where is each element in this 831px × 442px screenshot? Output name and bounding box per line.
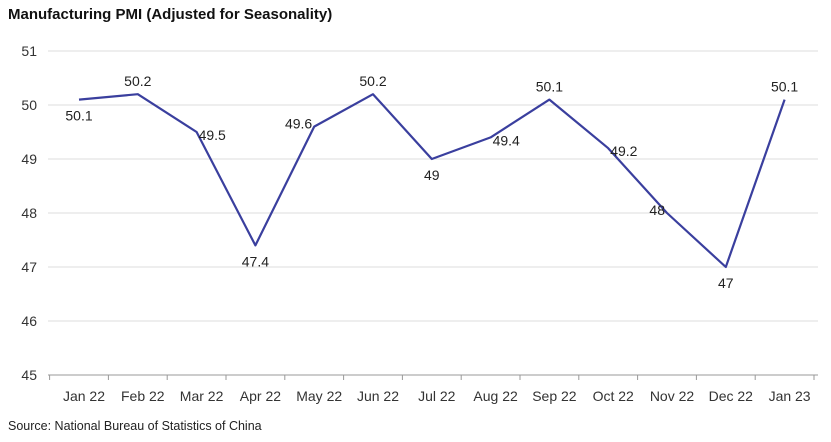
chart-title: Manufacturing PMI (Adjusted for Seasonal… [8,6,333,23]
x-tick-label: Jan 22 [63,388,105,404]
data-labels: 50.1 50.2 49.5 47.4 49.6 50.2 49 49.4 50.1 49.2 48… [65,73,798,291]
x-axis-ticks: Jan 22 Feb 22 Mar 22 Apr 22 May 22 Jun 22 Jul … [49,375,815,404]
series-line-group [78,93,786,269]
x-tick-label: Jun 22 [357,388,399,404]
x-tick-label: Dec 22 [709,388,754,404]
y-tick-label: 48 [21,205,37,221]
data-label: 47.4 [242,253,269,269]
y-axis-ticks: 45 46 47 48 49 50 51 [21,43,37,383]
y-tick-label: 50 [21,97,37,113]
data-label: 48 [649,202,665,218]
x-tick-label: Oct 22 [593,388,634,404]
data-label: 49.6 [285,116,312,132]
source-note: Source: National Bureau of Statistics of… [8,419,262,433]
data-label: 50.1 [65,108,92,124]
y-tick-label: 51 [21,43,37,59]
data-label: 49 [424,167,440,183]
data-label: 50.2 [124,73,151,89]
x-tick-label: Jul 22 [418,388,456,404]
y-tick-label: 45 [21,367,37,383]
x-tick-label: Aug 22 [473,388,518,404]
y-tick-label: 47 [21,259,37,275]
data-label: 49.2 [610,143,637,159]
x-tick-label: Feb 22 [121,388,165,404]
x-tick-label: Mar 22 [180,388,224,404]
data-label: 49.4 [493,132,520,148]
y-tick-label: 46 [21,313,37,329]
x-tick-label: Sep 22 [532,388,577,404]
x-tick-label: May 22 [296,388,342,404]
data-label: 47 [718,275,734,291]
gridlines [48,50,818,376]
x-tick-label: Apr 22 [240,388,281,404]
data-label: 50.2 [359,73,386,89]
y-tick-label: 49 [21,151,37,167]
x-tick-label: Nov 22 [650,388,695,404]
data-label: 50.1 [771,79,798,95]
x-tick-label: Jan 23 [769,388,811,404]
data-label: 49.5 [199,127,226,143]
series-line [78,93,786,269]
data-label: 50.1 [536,79,563,95]
